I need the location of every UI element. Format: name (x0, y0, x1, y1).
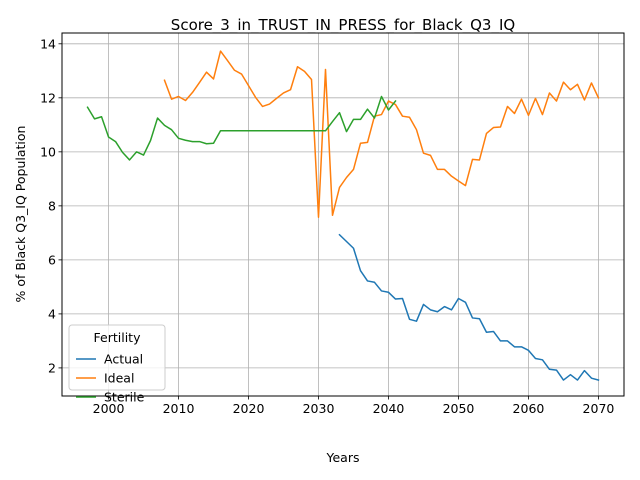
legend: Fertility Actual Ideal Sterile (68, 324, 166, 405)
plot-frame (61, 32, 625, 397)
x-axis-title: Years (326, 450, 360, 465)
legend-label-ideal: Ideal (104, 371, 134, 386)
legend-title: Fertility (94, 330, 142, 345)
y-axis-ticks: 2 4 6 8 10 12 14 (40, 36, 62, 375)
series-line-sterile (86, 95, 397, 161)
y-tick-label: 14 (40, 36, 56, 51)
y-tick-label: 4 (48, 306, 56, 321)
x-tick-label: 2010 (163, 401, 195, 416)
legend-box (68, 324, 166, 391)
y-tick-label: 12 (40, 90, 56, 105)
series-line-actual (338, 233, 600, 381)
legend-label-actual: Actual (104, 352, 143, 367)
series-lines (86, 50, 600, 381)
x-tick-label: 2070 (583, 401, 615, 416)
x-axis-ticks: 2000 2010 2020 2030 2040 2050 2060 2070 (93, 396, 615, 416)
x-tick-label: 2060 (513, 401, 545, 416)
x-tick-label: 2040 (373, 401, 405, 416)
y-tick-label: 2 (48, 360, 56, 375)
x-tick-label: 2020 (233, 401, 265, 416)
chart-title: Score_3_in_TRUST_IN_PRESS_for_Black_Q3_I… (171, 16, 515, 35)
x-tick-label: 2000 (93, 401, 125, 416)
y-tick-label: 6 (48, 252, 56, 267)
y-tick-label: 8 (48, 198, 56, 213)
x-tick-label: 2030 (303, 401, 335, 416)
series-line-ideal (163, 50, 600, 218)
x-tick-label: 2050 (443, 401, 475, 416)
legend-label-sterile: Sterile (104, 390, 145, 405)
y-axis-title: % of Black Q3_IQ Population (13, 126, 28, 303)
y-tick-label: 10 (40, 144, 56, 159)
